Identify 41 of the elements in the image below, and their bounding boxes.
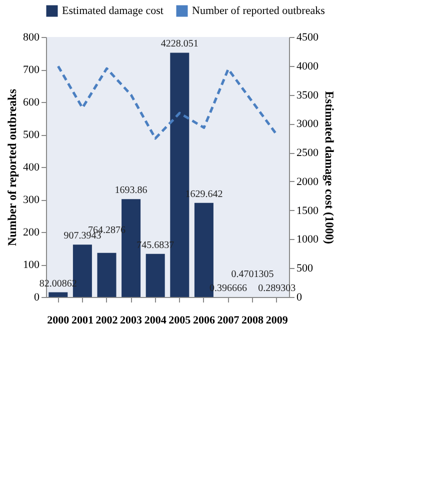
y-tick-label: 0 (34, 292, 40, 304)
legend-label: Number of reported outbreaks (192, 5, 325, 17)
x-tick-label: 2006 (192, 314, 216, 326)
y2-tick-label: 500 (296, 262, 314, 275)
y-tick-label: 500 (23, 129, 40, 141)
bar (48, 292, 68, 297)
bar (97, 252, 116, 297)
x-tick-label: 2007 (217, 314, 240, 326)
x-tick-label: 2004 (144, 314, 167, 326)
legend-label: Estimated damage cost (62, 5, 164, 17)
y-tick-label: 100 (23, 259, 40, 271)
y2-tick-label: 3500 (296, 89, 319, 102)
y2-tick-label: 3000 (296, 118, 319, 130)
y2-tick-label: 1000 (296, 234, 319, 246)
y-tick-label: 600 (23, 96, 40, 108)
data-label: 0.289303 (258, 282, 296, 294)
x-tick-label: 2009 (266, 314, 288, 326)
y2-tick-label: 0 (296, 292, 302, 304)
y2-axis-title: Estimated damage cost (1000) (322, 91, 336, 244)
data-label: 0.4701305 (231, 268, 274, 280)
line-series (56, 65, 278, 140)
y2-tick-label: 2500 (296, 147, 319, 160)
x-tick-label: 2003 (120, 314, 143, 326)
y-axis-title: Number of reported outbreaks (5, 88, 19, 246)
y-tick-label: 300 (23, 194, 40, 206)
y2-tick-label: 2000 (296, 176, 319, 188)
y2-tick-label: 4000 (296, 60, 319, 72)
data-label: 1693.86 (114, 185, 148, 196)
y2-tick-label: 4500 (296, 32, 319, 44)
x-tick-label: 2001 (71, 314, 94, 326)
x-tick-label: 2005 (168, 314, 192, 326)
y-tick-label: 400 (23, 162, 40, 174)
x-tick-label: 2000 (47, 314, 70, 326)
data-label: 4228.051 (160, 38, 198, 50)
x-tick-label: 2008 (242, 314, 264, 326)
y-tick-label: 800 (23, 32, 40, 44)
y-tick-label: 200 (23, 226, 40, 238)
y-tick-label: 700 (23, 64, 40, 76)
bar (146, 254, 165, 297)
x-tick-label: 2002 (96, 314, 118, 326)
y2-tick-label: 1500 (296, 204, 319, 217)
